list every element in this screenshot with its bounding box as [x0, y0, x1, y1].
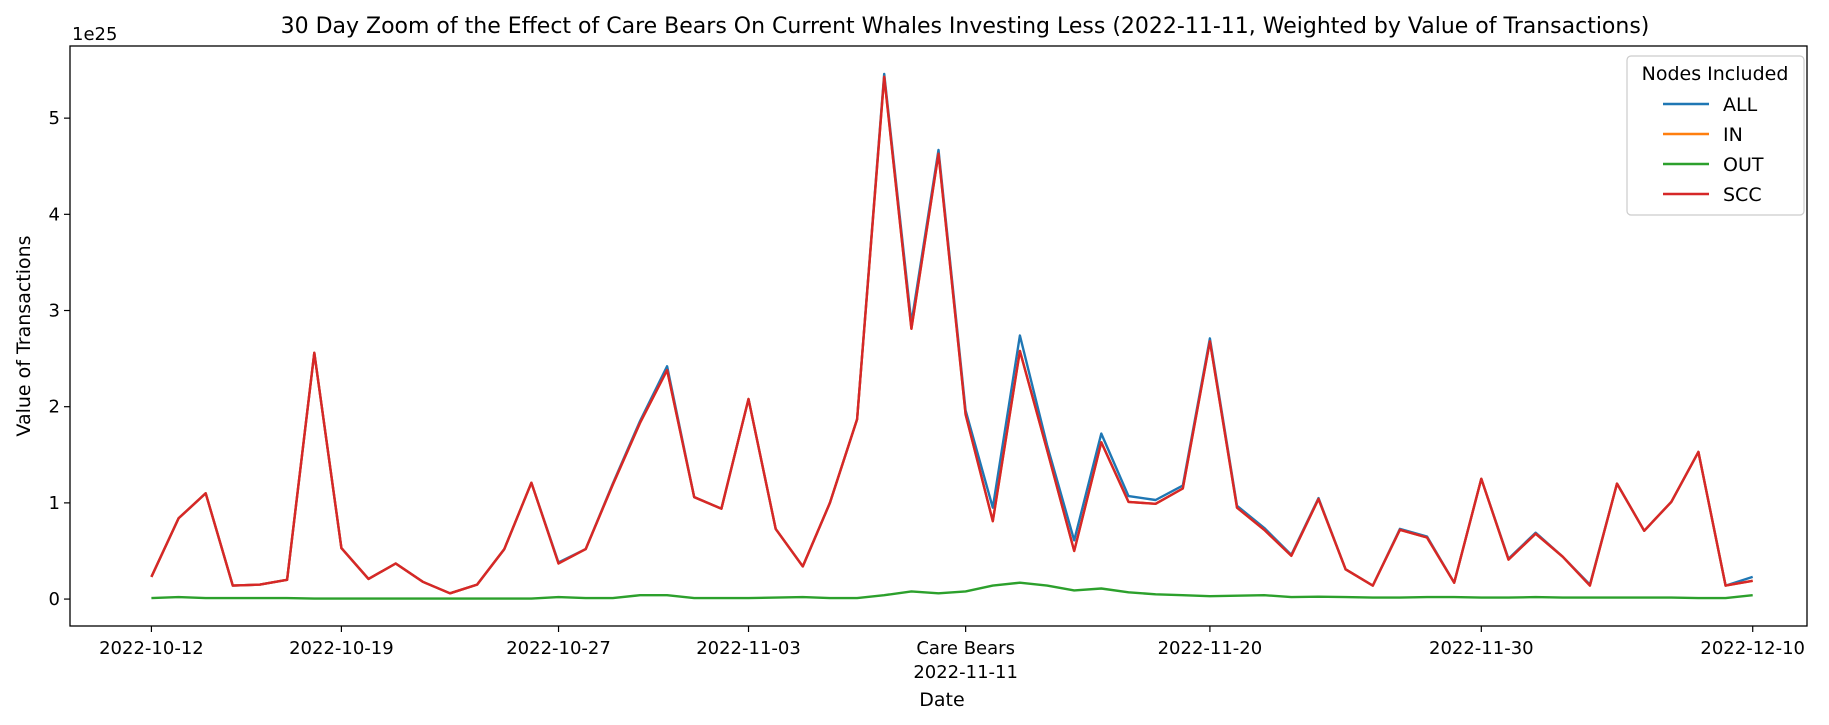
legend-label-out: OUT	[1723, 154, 1764, 176]
series-line-out	[151, 581, 1753, 600]
legend-label-all: ALL	[1723, 94, 1758, 116]
chart-title: 30 Day Zoom of the Effect of Care Bears …	[281, 14, 1650, 39]
y-tick-label: 2	[49, 397, 60, 418]
x-tick-label: 2022-11-03	[696, 638, 801, 659]
y-offset-text: 1e25	[72, 24, 117, 45]
legend-label-scc: SCC	[1723, 184, 1762, 206]
legend-items: ALL IN OUT SCC	[1663, 94, 1764, 206]
legend-label-in: IN	[1723, 124, 1743, 146]
x-axis: 2022-10-12 2022-10-19 2022-10-27 2022-11-03…	[99, 626, 1805, 683]
x-tick-label: 2022-11-30	[1429, 638, 1534, 659]
series-line-scc	[150, 75, 1753, 595]
series-line-all	[150, 72, 1754, 595]
x-tick-label: 2022-11-20	[1158, 638, 1263, 659]
y-tick-label: 3	[49, 301, 60, 322]
y-axis: 0 1 2 3 4 5	[49, 108, 70, 610]
y-tick-label: 0	[49, 589, 60, 610]
x-tick-label: 2022-12-10	[1700, 638, 1805, 659]
x-tick-label-secondary: 2022-11-11	[913, 662, 1018, 683]
x-tick-label: 2022-10-19	[289, 638, 394, 659]
x-tick-label: 2022-10-27	[506, 638, 611, 659]
legend: Nodes Included ALL IN OUT SCC	[1626, 55, 1805, 216]
y-axis-label: Value of Transactions	[13, 235, 35, 436]
y-tick-label: 5	[49, 108, 60, 129]
plot-lines	[150, 72, 1754, 600]
x-tick-label: Care Bears	[916, 638, 1015, 659]
legend-title: Nodes Included	[1642, 63, 1789, 85]
y-tick-label: 1	[49, 493, 60, 514]
x-tick-label: 2022-10-12	[99, 638, 204, 659]
legend-box	[1626, 55, 1805, 216]
plot-frame	[69, 45, 1808, 627]
x-axis-label: Date	[919, 689, 964, 711]
y-tick-label: 4	[49, 204, 60, 225]
series-line-in	[150, 75, 1753, 595]
